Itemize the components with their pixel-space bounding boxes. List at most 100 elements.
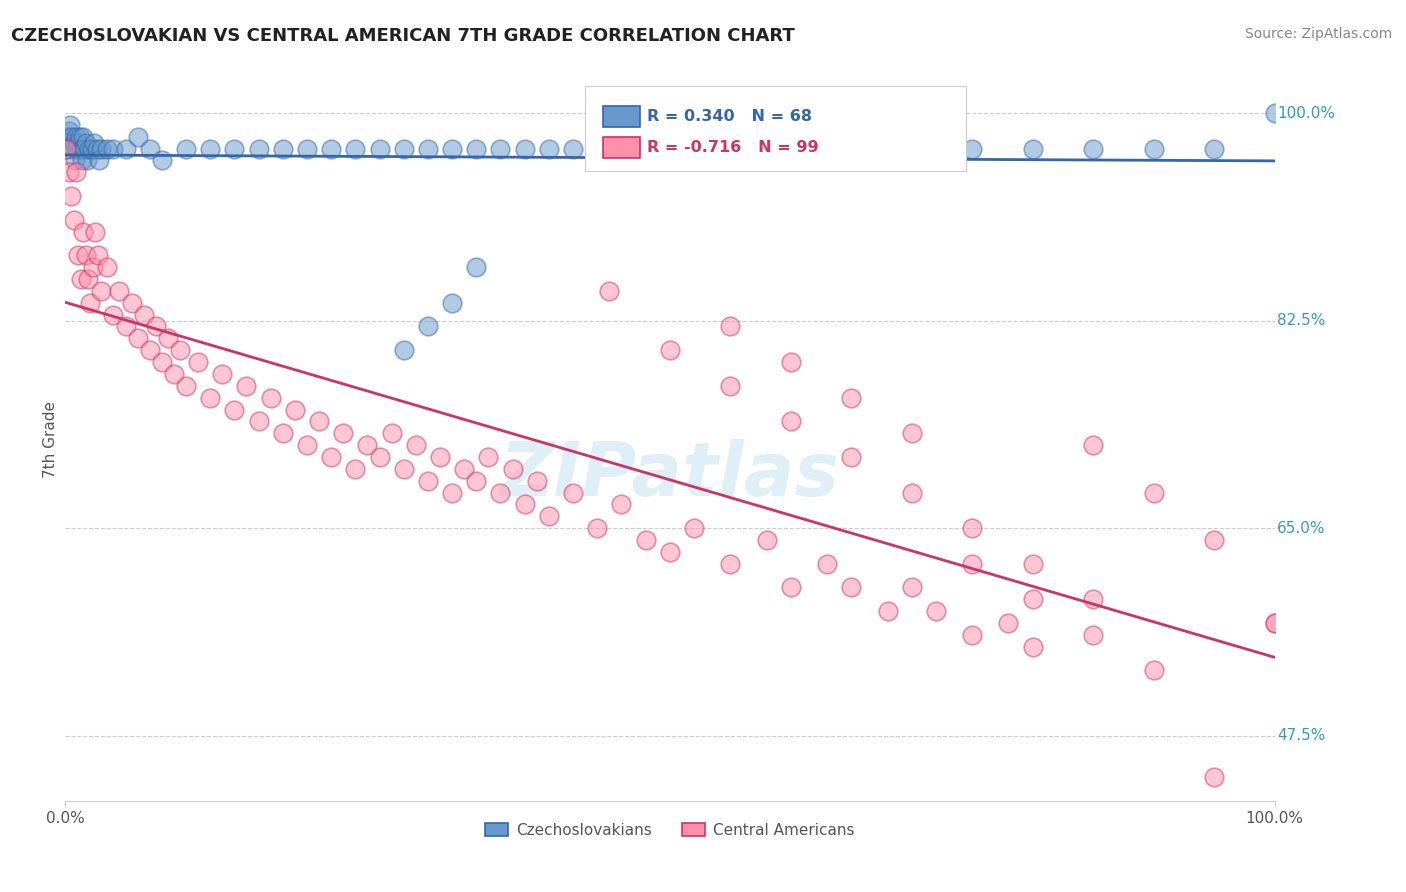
Point bbox=[114, 319, 136, 334]
Point bbox=[127, 129, 149, 144]
Point bbox=[839, 142, 862, 156]
Point bbox=[441, 295, 464, 310]
Point bbox=[69, 272, 91, 286]
Point bbox=[465, 142, 488, 156]
Point bbox=[86, 142, 108, 156]
Text: CZECHOSLOVAKIAN VS CENTRAL AMERICAN 7TH GRADE CORRELATION CHART: CZECHOSLOVAKIAN VS CENTRAL AMERICAN 7TH … bbox=[11, 27, 794, 45]
Point bbox=[598, 284, 620, 298]
Text: R = 0.340   N = 68: R = 0.340 N = 68 bbox=[647, 109, 811, 124]
Point bbox=[513, 142, 536, 156]
Point bbox=[1204, 533, 1226, 547]
Point bbox=[169, 343, 191, 358]
Point bbox=[72, 129, 94, 144]
Point bbox=[779, 142, 801, 156]
Point bbox=[683, 142, 706, 156]
Point bbox=[84, 225, 107, 239]
Point bbox=[211, 367, 233, 381]
Point bbox=[658, 545, 681, 559]
Point bbox=[634, 533, 657, 547]
Point bbox=[1021, 640, 1043, 654]
Point bbox=[526, 474, 548, 488]
Point bbox=[586, 521, 609, 535]
Point bbox=[103, 142, 125, 156]
Point bbox=[1264, 615, 1286, 630]
Point bbox=[489, 142, 512, 156]
Point bbox=[381, 426, 404, 441]
Point bbox=[332, 426, 354, 441]
Point bbox=[65, 129, 87, 144]
Point bbox=[90, 284, 112, 298]
FancyBboxPatch shape bbox=[603, 136, 640, 159]
Point bbox=[271, 426, 294, 441]
FancyBboxPatch shape bbox=[603, 105, 640, 128]
Point bbox=[163, 367, 186, 381]
Point bbox=[60, 129, 83, 144]
Point bbox=[69, 142, 91, 156]
Point bbox=[55, 136, 77, 150]
Point bbox=[321, 450, 343, 464]
Point bbox=[562, 485, 585, 500]
Point bbox=[58, 165, 80, 179]
Point bbox=[1081, 592, 1104, 607]
Text: 65.0%: 65.0% bbox=[1277, 521, 1326, 535]
Point bbox=[839, 391, 862, 405]
Point bbox=[441, 485, 464, 500]
Point bbox=[60, 189, 83, 203]
Point bbox=[610, 497, 633, 511]
Point bbox=[453, 462, 475, 476]
Point bbox=[308, 414, 330, 428]
Point bbox=[174, 142, 197, 156]
Point bbox=[634, 142, 657, 156]
Point bbox=[586, 142, 609, 156]
Point bbox=[295, 438, 318, 452]
Point bbox=[960, 142, 983, 156]
Point bbox=[1264, 106, 1286, 120]
Point bbox=[1021, 592, 1043, 607]
Point bbox=[416, 142, 439, 156]
Point bbox=[67, 248, 90, 262]
Point bbox=[67, 136, 90, 150]
Point bbox=[731, 142, 754, 156]
Point bbox=[900, 426, 922, 441]
Point bbox=[58, 124, 80, 138]
Point bbox=[465, 260, 488, 275]
Point bbox=[174, 379, 197, 393]
Point bbox=[1204, 142, 1226, 156]
Point bbox=[465, 474, 488, 488]
Y-axis label: 7th Grade: 7th Grade bbox=[44, 401, 58, 477]
Point bbox=[72, 225, 94, 239]
Point bbox=[718, 319, 741, 334]
Point bbox=[392, 343, 415, 358]
Point bbox=[224, 142, 246, 156]
Point bbox=[65, 165, 87, 179]
Point bbox=[90, 142, 112, 156]
Point bbox=[1143, 485, 1166, 500]
Point bbox=[416, 319, 439, 334]
Point bbox=[441, 142, 464, 156]
Point bbox=[1143, 142, 1166, 156]
Text: 47.5%: 47.5% bbox=[1277, 728, 1326, 743]
Point bbox=[235, 379, 257, 393]
Point bbox=[416, 474, 439, 488]
Point bbox=[77, 142, 100, 156]
Point bbox=[77, 272, 100, 286]
Text: Source: ZipAtlas.com: Source: ZipAtlas.com bbox=[1244, 27, 1392, 41]
Point bbox=[344, 142, 367, 156]
Point bbox=[200, 391, 222, 405]
Point bbox=[56, 129, 79, 144]
Point bbox=[145, 319, 167, 334]
Point bbox=[63, 153, 86, 168]
Point bbox=[66, 142, 89, 156]
Point bbox=[55, 142, 77, 156]
Point bbox=[368, 142, 391, 156]
Point bbox=[108, 284, 131, 298]
Point bbox=[960, 521, 983, 535]
Point bbox=[187, 355, 209, 369]
Point bbox=[1081, 628, 1104, 642]
Point bbox=[900, 485, 922, 500]
Point bbox=[150, 153, 173, 168]
Point bbox=[80, 142, 103, 156]
Point bbox=[429, 450, 451, 464]
Point bbox=[718, 379, 741, 393]
Point bbox=[260, 391, 283, 405]
